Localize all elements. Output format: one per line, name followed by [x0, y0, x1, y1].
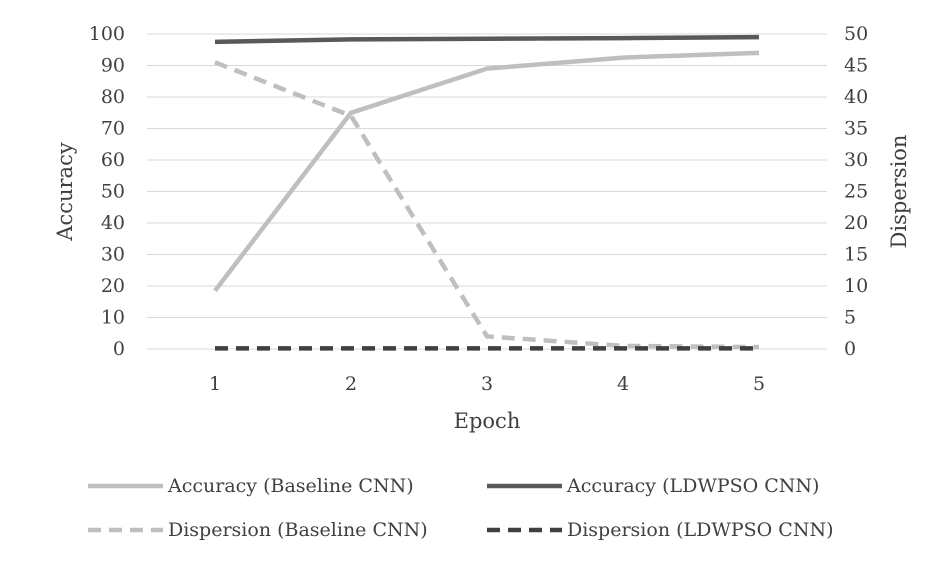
y-tick-label: 80	[101, 86, 125, 108]
series-lines	[213, 34, 760, 351]
series-line-3	[214, 60, 760, 350]
y2-tick-label: 40	[844, 86, 868, 108]
y-tick-label: 30	[101, 244, 125, 266]
y-tick-label: 20	[101, 275, 125, 297]
series-line-2	[214, 34, 760, 45]
legend-label: Accuracy (LDWPSO CNN)	[566, 475, 819, 497]
x-tick-label: 1	[209, 373, 221, 395]
x-axis-title: Epoch	[454, 409, 521, 433]
legend: Accuracy (Baseline CNN) Accuracy (LDWPSO …	[88, 475, 834, 541]
x-tick-label: 2	[345, 373, 357, 395]
x-tick-label: 3	[481, 373, 493, 395]
tick-labels: 0102030405060708090100051015202530354045…	[89, 23, 868, 395]
y-tick-label: 10	[101, 307, 125, 329]
legend-label: Dispersion (LDWPSO CNN)	[567, 519, 834, 541]
legend-label: Dispersion (Baseline CNN)	[168, 519, 428, 541]
y-tick-label: 60	[101, 149, 125, 171]
y-tick-label: 90	[101, 55, 125, 77]
x-tick-label: 4	[617, 373, 629, 395]
y2-tick-label: 15	[844, 244, 868, 266]
gridlines	[147, 33, 827, 350]
y2-tick-label: 35	[844, 118, 868, 140]
y2-axis-title: Dispersion	[887, 135, 911, 249]
y-tick-label: 70	[101, 118, 125, 140]
y2-tick-label: 10	[844, 275, 868, 297]
y2-tick-label: 20	[844, 212, 868, 234]
y-tick-label: 50	[101, 181, 125, 203]
series-line-1	[213, 50, 760, 293]
legend-label: Accuracy (Baseline CNN)	[167, 475, 414, 497]
y-axis-title: Accuracy	[53, 142, 77, 242]
y2-tick-label: 50	[844, 23, 868, 45]
y2-tick-label: 30	[844, 149, 868, 171]
y-tick-label: 40	[101, 212, 125, 234]
y2-tick-label: 45	[844, 55, 868, 77]
y2-tick-label: 25	[844, 181, 868, 203]
x-tick-label: 5	[753, 373, 765, 395]
y-tick-label: 0	[113, 338, 125, 360]
y-tick-label: 100	[89, 23, 125, 45]
y2-tick-label: 0	[844, 338, 856, 360]
y2-tick-label: 5	[844, 307, 856, 329]
